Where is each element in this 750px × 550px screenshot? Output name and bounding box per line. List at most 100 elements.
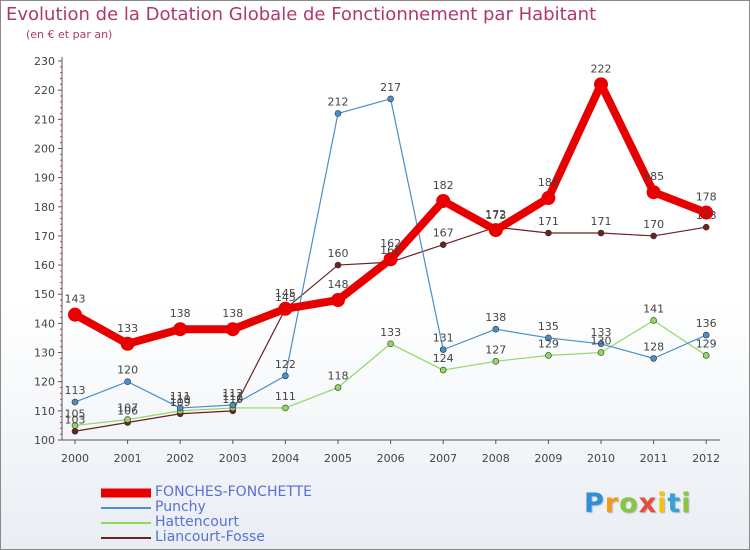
data-point — [492, 357, 500, 365]
data-label: 127 — [485, 343, 506, 356]
data-label: 212 — [328, 95, 349, 108]
data-point — [488, 223, 503, 238]
x-tick-label: 2003 — [219, 452, 247, 465]
x-tick-label: 2006 — [377, 452, 405, 465]
data-point — [387, 340, 394, 348]
y-tick-label: 140 — [34, 317, 55, 330]
legend-label: Punchy — [155, 499, 206, 515]
x-tick-label: 2012 — [692, 452, 720, 465]
data-point — [71, 427, 79, 435]
data-point — [173, 322, 188, 337]
data-point — [331, 293, 345, 308]
y-tick-label: 150 — [34, 288, 55, 301]
series-line-0 — [71, 80, 711, 348]
data-point — [282, 372, 289, 380]
logo-letter: r — [604, 488, 620, 519]
x-tick-label: 2000 — [61, 452, 89, 465]
data-label: 112 — [222, 387, 243, 400]
data-point — [597, 349, 605, 356]
data-label: 161 — [380, 244, 401, 257]
data-point — [545, 334, 552, 342]
data-point — [650, 232, 657, 240]
data-label: 120 — [117, 364, 138, 377]
data-label: 167 — [433, 227, 454, 240]
data-label: 138 — [222, 307, 243, 320]
y-tick-label: 160 — [34, 259, 55, 272]
data-label: 113 — [65, 384, 86, 397]
y-tick-label: 170 — [34, 230, 55, 243]
data-label: 162 — [380, 237, 401, 250]
data-label: 148 — [328, 278, 349, 291]
data-point — [436, 193, 451, 208]
data-point — [71, 422, 79, 429]
data-label: 185 — [643, 170, 664, 183]
data-label: 173 — [696, 209, 717, 222]
data-label: 138 — [170, 307, 191, 320]
data-label: 129 — [696, 337, 717, 350]
y-tick-label: 180 — [34, 201, 55, 214]
data-label: 222 — [591, 62, 612, 75]
data-point — [439, 346, 447, 353]
data-label: 133 — [380, 326, 401, 339]
data-point — [68, 307, 82, 322]
data-point — [699, 205, 714, 220]
data-point — [71, 398, 79, 406]
data-label: 111 — [275, 390, 296, 403]
data-label: 172 — [485, 208, 506, 221]
legend-label: FONCHES-FONCHETTE — [155, 484, 313, 500]
data-label: 182 — [433, 179, 454, 192]
chart-title: Evolution de la Dotation Globale de Fonc… — [6, 4, 597, 25]
x-tick-label: 2005 — [324, 452, 352, 465]
y-tick-label: 210 — [34, 113, 55, 126]
data-point — [650, 317, 657, 324]
data-label: 105 — [65, 407, 86, 420]
y-tick-label: 110 — [34, 405, 55, 418]
data-label: 183 — [538, 176, 559, 189]
proxiti-logo: Proxiti — [584, 488, 692, 519]
data-label: 160 — [328, 247, 349, 260]
x-tick-label: 2002 — [166, 452, 194, 465]
data-point — [225, 322, 240, 337]
data-point — [702, 223, 710, 231]
data-label: 170 — [643, 218, 664, 231]
data-label: 141 — [643, 302, 664, 315]
data-label: 135 — [538, 320, 559, 333]
data-label: 138 — [485, 311, 506, 324]
y-tick-label: 130 — [34, 347, 55, 360]
data-label: 124 — [433, 352, 454, 365]
data-point — [334, 384, 342, 391]
x-tick-label: 2011 — [640, 452, 668, 465]
data-label: 111 — [170, 390, 191, 403]
data-label: 106 — [117, 405, 138, 418]
data-point — [702, 331, 710, 339]
data-point — [278, 301, 293, 316]
x-tick-label: 2007 — [429, 452, 457, 465]
data-label: 129 — [538, 337, 559, 350]
data-point — [541, 191, 556, 206]
y-tick-label: 220 — [34, 84, 55, 97]
data-point — [650, 355, 657, 362]
data-point — [334, 261, 342, 269]
legend-label: Hattencourt — [155, 514, 239, 530]
data-point — [383, 252, 398, 267]
data-label: 110 — [222, 393, 243, 406]
logo-letter: i — [657, 488, 668, 519]
data-label: 131 — [433, 332, 454, 345]
logo-letter: x — [638, 488, 658, 519]
data-point — [597, 229, 605, 237]
data-label: 178 — [696, 191, 717, 204]
data-point — [545, 229, 552, 237]
x-tick-label: 2008 — [482, 452, 510, 465]
x-tick-label: 2004 — [271, 452, 299, 465]
data-point — [702, 352, 710, 359]
data-label: 171 — [591, 215, 612, 228]
data-point — [124, 416, 131, 423]
data-label: 130 — [591, 335, 612, 348]
data-point — [492, 325, 500, 333]
data-label: 136 — [696, 317, 717, 330]
data-label: 145 — [275, 287, 296, 300]
y-tick-label: 200 — [34, 142, 55, 155]
data-point — [124, 378, 131, 385]
logo-letter: t — [667, 488, 682, 519]
data-point — [387, 95, 394, 103]
